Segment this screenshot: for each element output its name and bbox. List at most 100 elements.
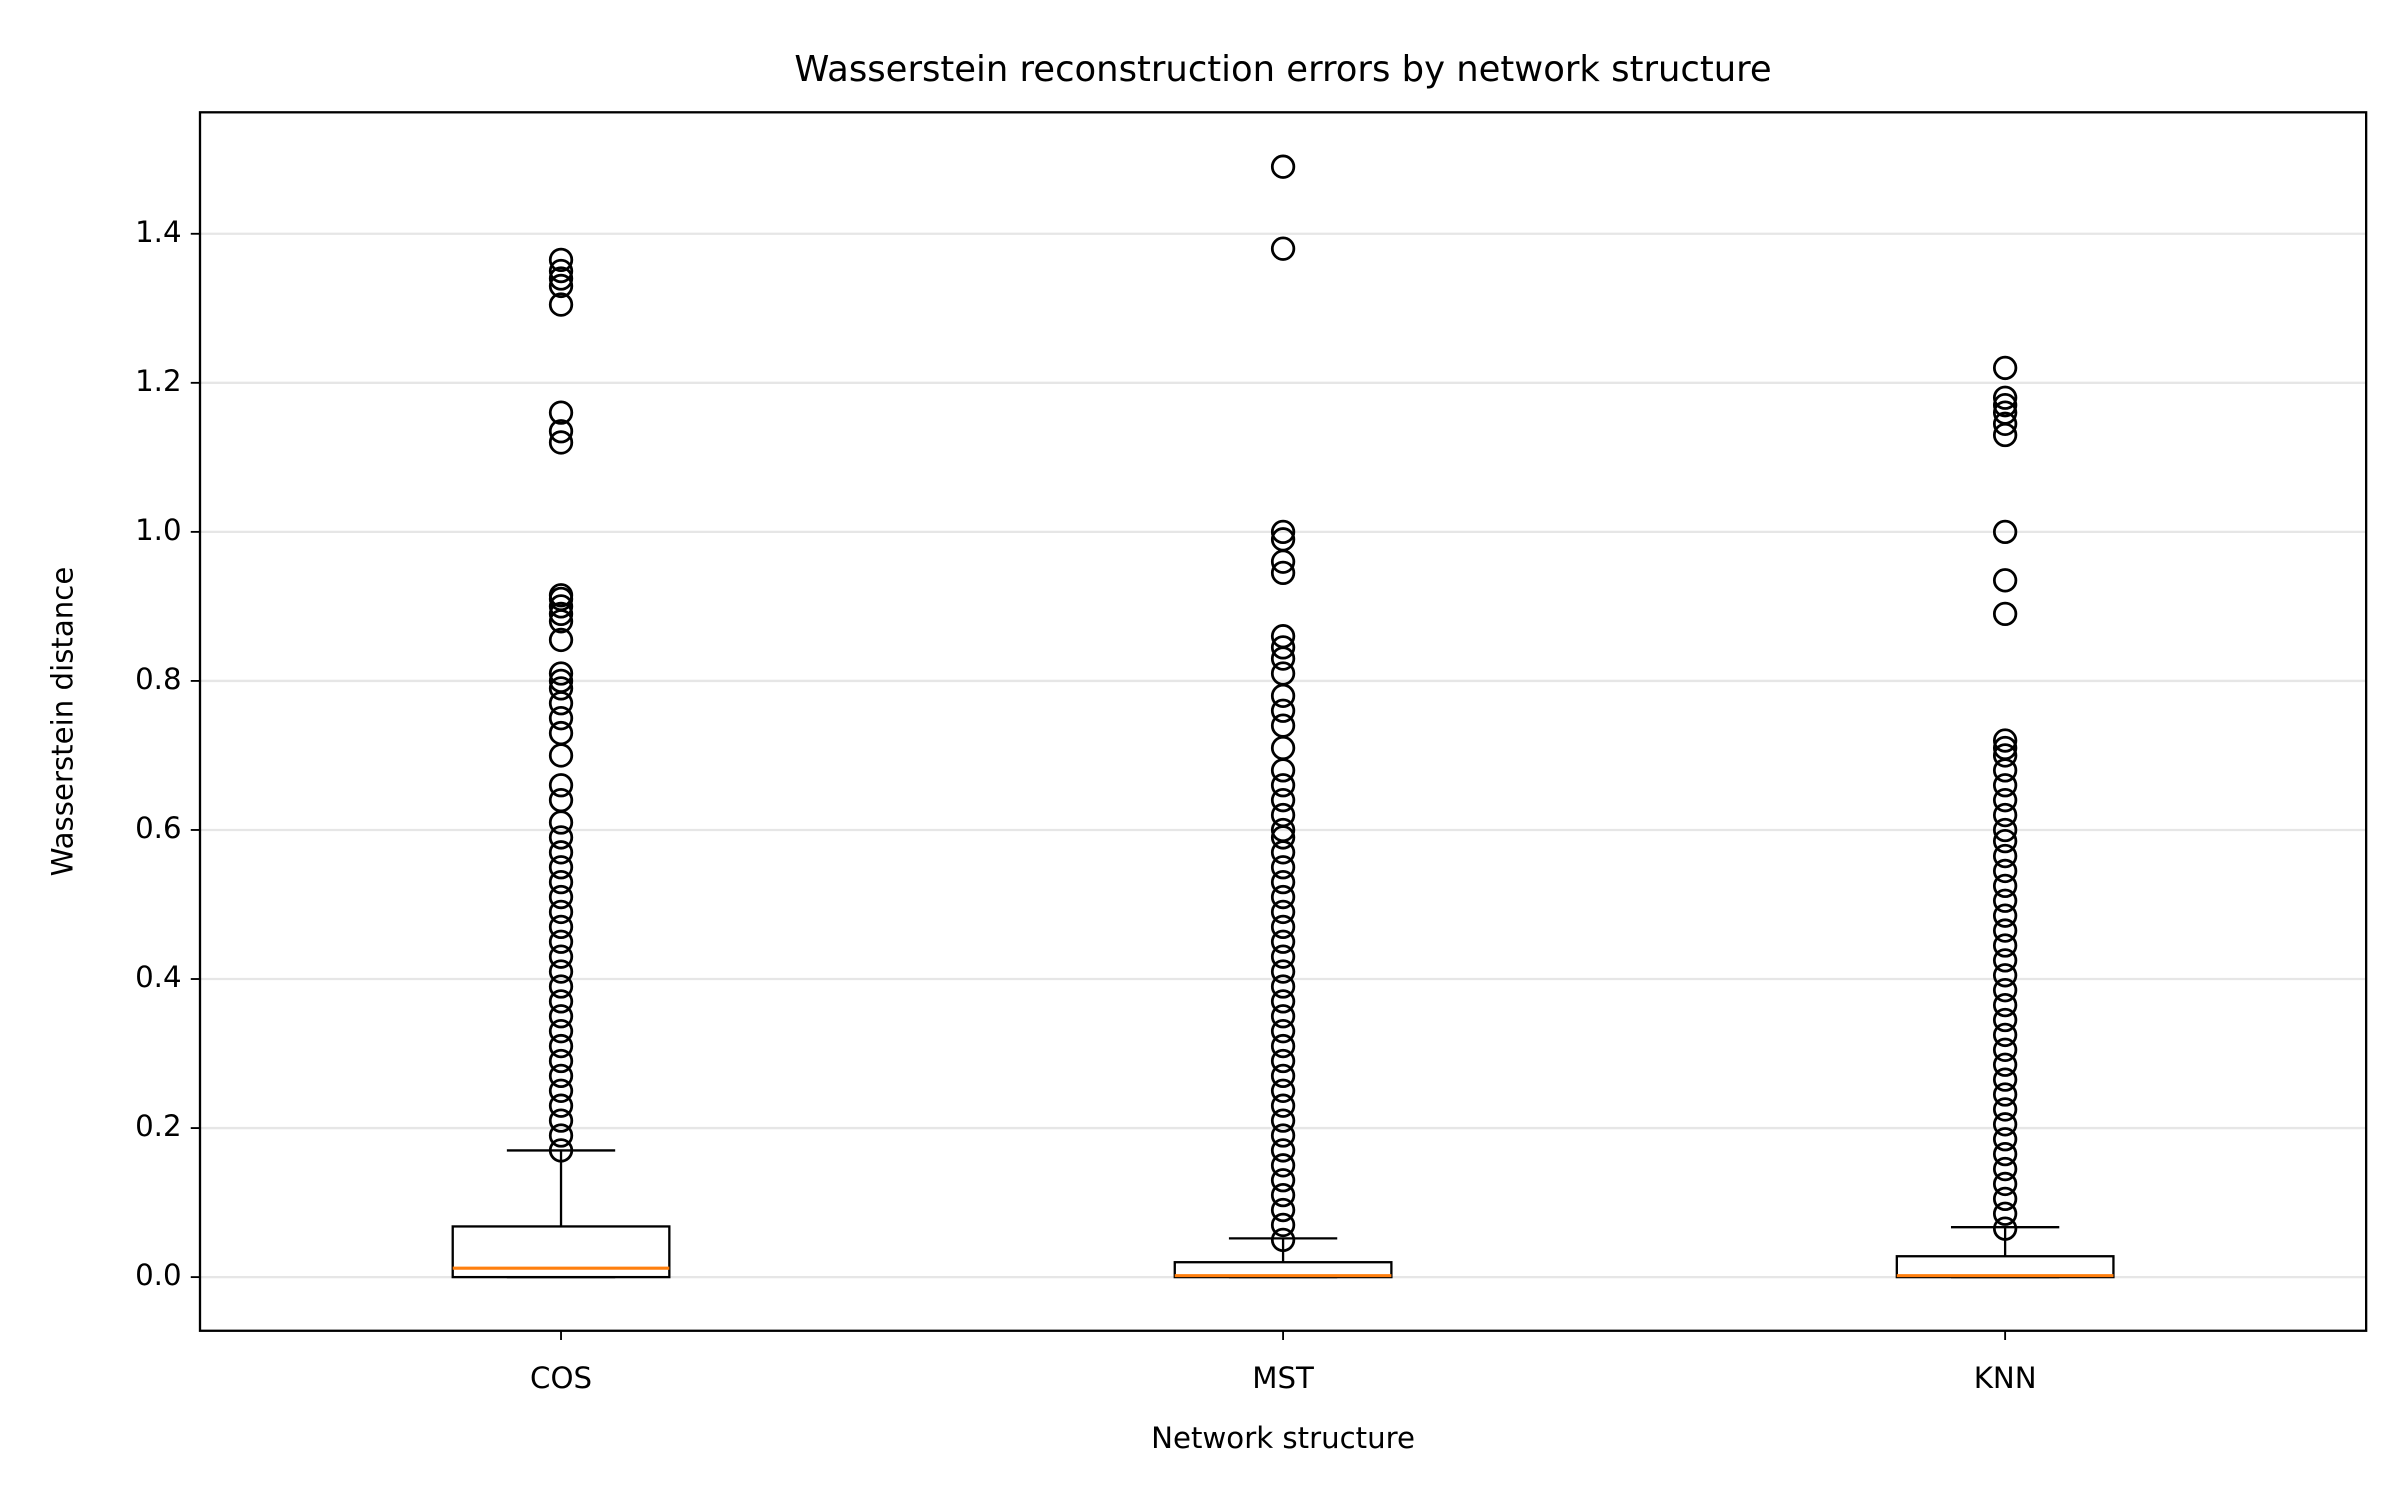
outlier (548, 668, 574, 694)
outlier (1270, 519, 1296, 545)
outlier (548, 788, 574, 813)
outlier (1270, 899, 1296, 925)
outlier (1992, 728, 2018, 753)
outlier (548, 594, 574, 619)
outlier (548, 825, 574, 850)
outlier (1992, 743, 2018, 768)
outlier (1992, 1171, 2018, 1197)
box (451, 1225, 671, 1279)
outlier (1270, 1063, 1296, 1089)
outlier (1992, 400, 2018, 425)
outlier (1270, 661, 1296, 686)
outlier (1270, 1212, 1296, 1238)
y-tick-label: 0.0 (135, 1258, 181, 1292)
outlier (1270, 959, 1296, 984)
outlier (548, 1108, 574, 1133)
outlier (1270, 869, 1296, 895)
x-axis-label: Network structure (1151, 1421, 1415, 1455)
outlier (1270, 1004, 1296, 1029)
outlier (548, 583, 574, 608)
outlier (1992, 817, 2018, 843)
outlier (1270, 154, 1296, 179)
outlier (548, 1004, 574, 1029)
outlier (1270, 855, 1296, 880)
outlier (1992, 1007, 2018, 1033)
outlier (548, 400, 574, 425)
outlier (548, 1123, 574, 1148)
outlier (548, 914, 574, 940)
outlier (1270, 929, 1296, 954)
outlier (548, 855, 574, 880)
outlier (1992, 948, 2018, 973)
outlier (1992, 519, 2018, 545)
outlier (1270, 1019, 1296, 1044)
outlier (1992, 1022, 2018, 1048)
outlier (548, 884, 574, 910)
outlier (1992, 1112, 2018, 1137)
outlier (1992, 903, 2018, 928)
y-tick-label: 0.8 (135, 662, 181, 696)
y-tick-label: 1.2 (135, 364, 181, 398)
outlier (1270, 1182, 1296, 1208)
outlier (548, 247, 574, 273)
outlier (1270, 802, 1296, 828)
outlier (1992, 788, 2018, 813)
outlier (1992, 1141, 2018, 1167)
outlier (1270, 527, 1296, 552)
outlier (1992, 1037, 2018, 1062)
outlier (1992, 828, 2018, 854)
outlier (548, 258, 574, 284)
outlier (1270, 560, 1296, 586)
outlier (548, 840, 574, 865)
outlier (1270, 1168, 1296, 1193)
outlier (1270, 817, 1296, 843)
outlier (1992, 933, 2018, 958)
outlier (1270, 236, 1296, 261)
outlier (548, 1138, 574, 1163)
box (1895, 1255, 2115, 1279)
outlier (1270, 884, 1296, 910)
outlier (548, 899, 574, 925)
outlier (548, 273, 574, 299)
outlier (1270, 1048, 1296, 1074)
outlier (1270, 624, 1296, 649)
outlier (548, 1033, 574, 1059)
outlier (548, 676, 574, 701)
y-tick-label: 0.2 (135, 1109, 181, 1143)
outlier (1270, 1093, 1296, 1118)
outlier (548, 1019, 574, 1044)
outlier (1992, 601, 2018, 627)
outlier (1992, 1186, 2018, 1212)
outlier (1992, 411, 2018, 436)
outlier (1992, 1067, 2018, 1092)
y-axis-label: Wasserstein distance (46, 567, 80, 877)
y-tick-label: 1.0 (135, 513, 181, 547)
x-tick-label: COS (530, 1361, 592, 1395)
outlier (1992, 992, 2018, 1018)
outlier (1270, 735, 1296, 761)
outlier (1270, 1153, 1296, 1178)
outlier (1270, 1138, 1296, 1163)
outlier (1270, 683, 1296, 708)
outlier (548, 601, 574, 627)
outlier (1992, 1156, 2018, 1182)
outlier (1270, 713, 1296, 738)
y-tick-label: 0.6 (135, 811, 181, 845)
outlier (1270, 944, 1296, 969)
outlier (1270, 1227, 1296, 1253)
x-tick-label: KNN (1974, 1361, 2037, 1395)
outlier (1992, 568, 2018, 593)
outlier (548, 706, 574, 731)
outlier (1270, 914, 1296, 940)
outlier (1992, 963, 2018, 988)
outlier (548, 944, 574, 969)
outlier (1270, 974, 1296, 999)
outlier (1992, 1097, 2018, 1122)
outlier (1270, 788, 1296, 813)
outlier (1992, 1052, 2018, 1077)
y-tick-label: 0.4 (135, 960, 181, 994)
outlier (1992, 735, 2018, 761)
outlier (1992, 888, 2018, 913)
